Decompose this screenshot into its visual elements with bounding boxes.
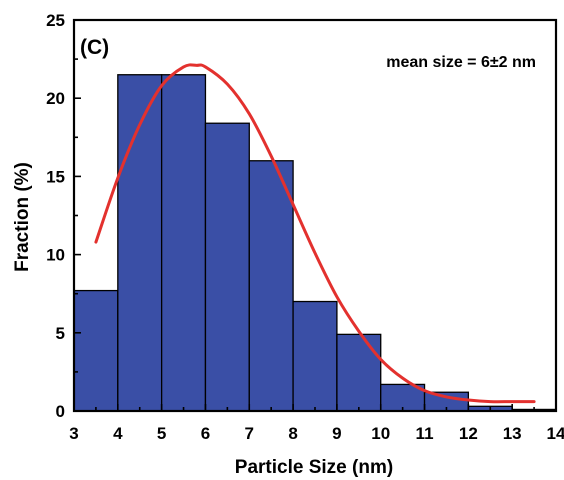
bars-layer [73,74,557,412]
x-tick-label: 12 [459,424,478,443]
y-tick-label: 25 [46,11,65,30]
fit-curve [94,63,536,404]
y-tick-label: 15 [46,167,65,186]
histogram-bar [292,300,338,412]
x-tick-label: 14 [547,424,564,443]
x-tick-label: 7 [245,424,254,443]
histogram-bar [73,289,119,412]
x-tick-label: 10 [371,424,390,443]
histogram-bar [117,74,163,412]
x-tick-label: 9 [332,424,341,443]
x-tick-label: 5 [157,424,166,443]
ticks-layer: 3 4 5 6 7 8 9 10 11 12 13 14 0 5 10 15 20 25 [46,11,564,443]
histogram-bar [248,160,294,412]
y-tick-label: 20 [46,89,65,108]
histogram-bar [204,122,250,412]
y-tick-label: 0 [56,402,65,421]
histogram-bar [160,74,207,412]
x-tick-label: 8 [288,424,297,443]
panel-label: (C) [80,36,109,59]
x-tick-label: 13 [503,424,522,443]
x-tick-label: 11 [416,424,434,443]
x-tick-label: 6 [201,424,210,443]
y-axis-title: Fraction (%) [12,162,33,272]
y-tick-label: 10 [46,246,65,265]
x-axis-title: Particle Size (nm) [235,457,393,478]
x-tick-label: 4 [113,424,123,443]
annotation-mean-size: mean size = 6±2 nm [386,54,536,71]
y-tick-label: 5 [56,324,65,343]
histogram-bar [336,333,382,412]
x-tick-label: 3 [69,424,78,443]
